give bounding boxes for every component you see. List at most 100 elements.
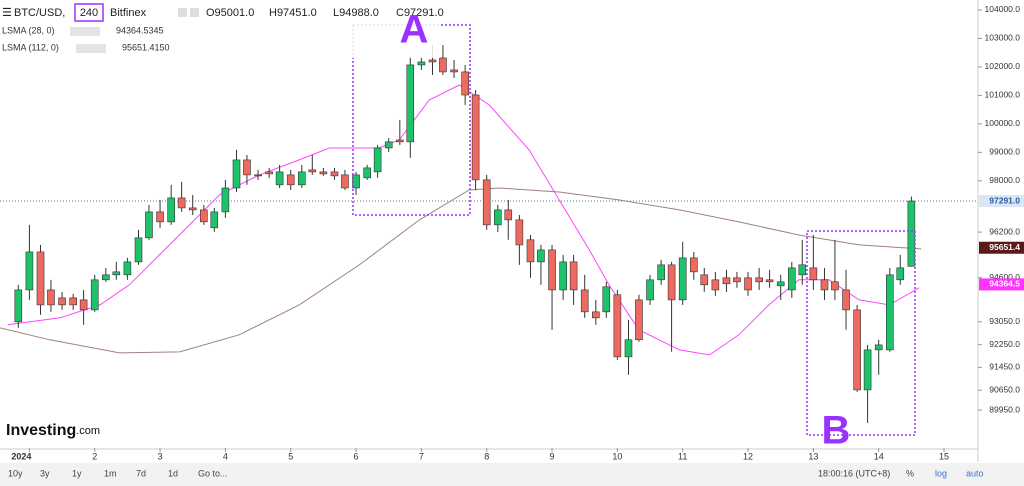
x-tick-label: 7 <box>419 451 424 461</box>
icon <box>76 44 106 53</box>
candle-down <box>592 311 600 319</box>
candle-up <box>384 141 393 149</box>
legend-name: LSMA (112, 0) <box>2 42 59 52</box>
candle-down <box>820 279 829 291</box>
candle-up <box>788 267 796 291</box>
candle-down <box>613 294 622 358</box>
candle-down <box>548 249 556 291</box>
x-tick-label: 4 <box>223 451 228 461</box>
candle-up <box>863 349 872 391</box>
range-button[interactable]: 1d <box>168 468 178 478</box>
candle-up <box>373 147 382 173</box>
range-button[interactable]: 3y <box>40 468 50 478</box>
exchange: Bitfinex <box>110 7 147 19</box>
y-tick-label: 91450.0 <box>989 362 1020 372</box>
legend-name: LSMA (28, 0) <box>2 25 55 35</box>
candle-down <box>450 69 458 73</box>
price-badge-label: 94364.5 <box>989 279 1020 289</box>
price-badge-label: 97291.0 <box>989 195 1020 205</box>
candle-down <box>461 71 469 96</box>
annotation-label: B <box>822 409 851 453</box>
x-tick-label: 15 <box>939 451 949 461</box>
range-button[interactable]: 7d <box>136 468 146 478</box>
y-tick-label: 90650.0 <box>989 384 1020 394</box>
candle-up <box>646 279 654 301</box>
x-tick-label: 9 <box>550 451 555 461</box>
candle-down <box>667 264 676 301</box>
logo-suffix: .com <box>76 425 100 437</box>
y-tick-label: 94600.0 <box>989 272 1020 282</box>
price-badge <box>979 195 1024 208</box>
option-button[interactable]: auto <box>966 468 984 478</box>
candle-down <box>580 289 589 313</box>
candle-up <box>559 261 567 291</box>
annotation-box <box>806 230 916 436</box>
candle-down <box>765 279 774 283</box>
candle-down <box>286 174 295 186</box>
ohlc-close: C97291.0 <box>396 7 444 19</box>
candle-down <box>635 299 643 341</box>
candle-down <box>690 257 698 273</box>
icon <box>70 27 100 36</box>
candle-down <box>569 261 578 291</box>
candle-down <box>482 179 491 226</box>
candle-down <box>330 171 339 177</box>
candle-up <box>886 274 894 351</box>
candle-down <box>526 239 535 263</box>
candle-down <box>711 279 720 291</box>
option-button[interactable]: % <box>906 468 914 478</box>
candle-down <box>428 59 437 63</box>
ohlc-high: H97451.0 <box>269 7 317 19</box>
interval: 240 <box>80 7 98 19</box>
candle-up <box>145 211 153 239</box>
candle-up <box>624 339 633 358</box>
candle-down <box>853 309 861 391</box>
x-tick-label: 10 <box>612 451 622 461</box>
candle-down <box>156 211 164 223</box>
icon <box>190 8 199 17</box>
x-tick-label: 3 <box>158 451 163 461</box>
logo-name: Investing <box>6 422 76 439</box>
candle-up <box>657 264 665 281</box>
candle-up <box>798 264 807 276</box>
candle-down <box>79 299 88 311</box>
toolbar-items: 10y 3y 1y 1m 7d 1d Go to... 18:00:16 (UTC+8)% lo… <box>8 468 984 478</box>
candle-down <box>58 297 66 306</box>
y-tick-label: 99000.0 <box>989 147 1020 157</box>
option-button[interactable]: log <box>935 468 947 478</box>
goto-button[interactable]: Go to... <box>198 468 228 478</box>
y-tick-label: 96200.0 <box>989 226 1020 236</box>
candle-up <box>14 289 23 323</box>
candle-down <box>188 207 197 211</box>
range-button[interactable]: 1m <box>104 468 117 478</box>
logo: Investing.com <box>6 422 100 439</box>
candle-down <box>515 219 524 246</box>
candle-up <box>90 279 99 311</box>
candle-up <box>298 171 306 186</box>
price-badge-label: 95651.4 <box>989 242 1020 252</box>
symbol: BTC/USD, <box>14 7 65 19</box>
candle-down <box>744 277 752 291</box>
candle-up <box>896 267 905 281</box>
candle-up <box>221 187 230 213</box>
price-badge <box>979 278 1024 291</box>
candle-down <box>396 139 404 143</box>
candle-down <box>471 94 480 181</box>
y-tick-label: 93050.0 <box>989 316 1020 326</box>
candle-up <box>134 237 143 263</box>
range-button[interactable]: 1y <box>72 468 82 478</box>
candle-up <box>167 197 175 223</box>
candle-up <box>406 64 415 143</box>
range-button[interactable]: 10y <box>8 468 23 478</box>
candle-up <box>363 167 371 179</box>
candle-up <box>678 257 687 301</box>
y-tick-label: 101000.0 <box>985 90 1021 100</box>
y-tick-label: 89950.0 <box>989 404 1020 414</box>
candle-up <box>275 171 284 186</box>
ohlc-low: L94988.0 <box>333 7 379 19</box>
legend-value: 94364.5345 <box>116 25 164 35</box>
candle-down <box>36 251 45 306</box>
y-tick-label: 103000.0 <box>985 33 1021 43</box>
